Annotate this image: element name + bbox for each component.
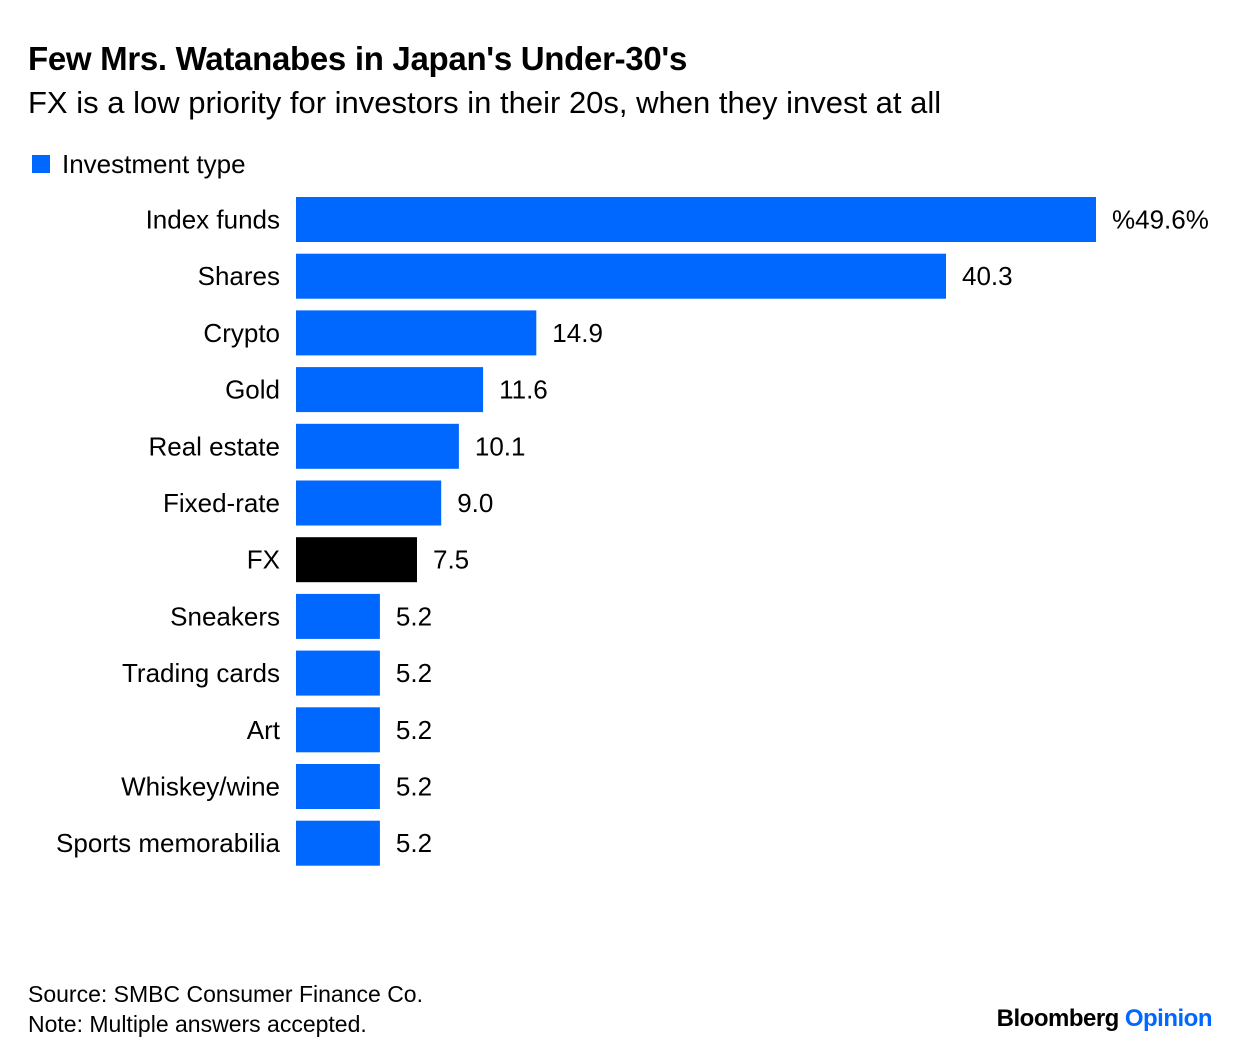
category-label: Crypto — [203, 318, 280, 348]
category-label: Gold — [225, 375, 280, 405]
value-label: 11.6 — [499, 375, 548, 405]
value-label: 5.2 — [396, 715, 432, 745]
category-label: Trading cards — [122, 658, 280, 688]
legend-swatch — [32, 155, 50, 173]
category-label: Index funds — [146, 205, 280, 235]
chart-subtitle: FX is a low priority for investors in th… — [28, 85, 942, 120]
brand-name: Bloomberg — [996, 1005, 1120, 1032]
category-label: Shares — [198, 261, 280, 291]
value-label: 5.2 — [396, 772, 432, 802]
legend: Investment type — [32, 148, 246, 180]
legend-label: Investment type — [62, 148, 246, 179]
brand-suffix: Opinion — [1124, 1005, 1213, 1032]
source-note: Source: SMBC Consumer Finance Co. — [28, 981, 423, 1007]
value-label: 5.2 — [396, 658, 432, 688]
bar-gold — [296, 367, 484, 413]
category-label: FX — [247, 545, 280, 575]
value-label: 7.5 — [433, 545, 469, 575]
brand-logo: Bloomberg Opinion — [996, 1005, 1213, 1033]
bar-sports-memorabilia — [296, 820, 380, 866]
bar-chart: Index funds %49.6% Shares 40.3 Crypto 14.9 Gol… — [56, 197, 1209, 866]
bar-whiskey-wine — [296, 764, 380, 809]
category-label: Real estate — [148, 431, 280, 461]
bar-index-funds — [296, 197, 1096, 242]
chart-title: Few Mrs. Watanabes in Japan's Under-30's — [28, 40, 688, 77]
value-label: 5.2 — [396, 601, 432, 631]
category-label: Fixed-rate — [163, 488, 280, 518]
value-label: 40.3 — [962, 261, 1013, 291]
category-label: Whiskey/wine — [121, 772, 280, 802]
bar-trading-cards — [296, 650, 380, 696]
category-label: Sports memorabilia — [56, 828, 281, 858]
category-label: Sneakers — [170, 601, 280, 631]
bar-real-estate — [296, 423, 459, 469]
bar-fx — [296, 537, 417, 583]
bar-sneakers — [296, 593, 380, 639]
value-label: 10.1 — [475, 431, 526, 461]
category-label: Art — [247, 715, 281, 745]
footnote: Note: Multiple answers accepted. — [28, 1011, 367, 1037]
bar-art — [296, 707, 380, 753]
value-label: 5.2 — [396, 828, 432, 858]
value-label: 9.0 — [457, 488, 493, 518]
value-label: %49.6% — [1112, 205, 1209, 235]
bar-shares — [296, 253, 946, 299]
bar-fixed-rate — [296, 480, 442, 526]
value-label: 14.9 — [552, 318, 603, 348]
bar-crypto — [296, 310, 537, 356]
